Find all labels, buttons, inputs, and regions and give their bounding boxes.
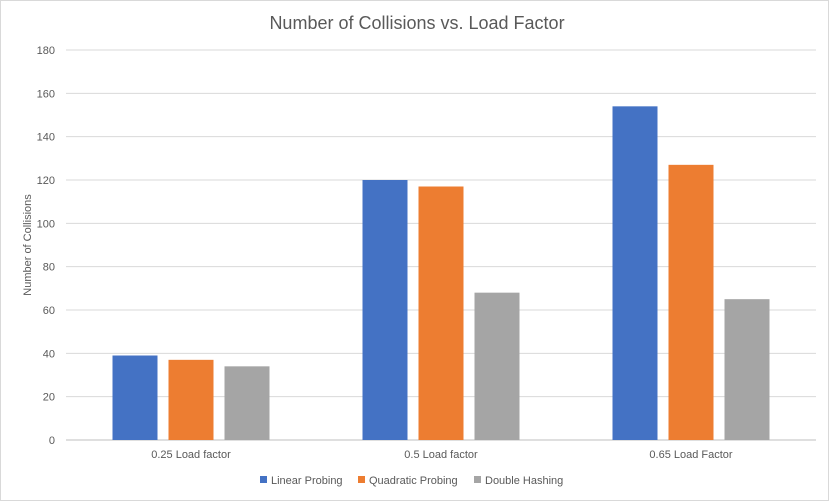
legend: Linear Probing Quadratic Probing Double Ha…	[260, 475, 563, 487]
y-tick-label: 140	[37, 132, 55, 144]
bar-linear-probing	[612, 106, 658, 440]
y-tick-label: 100	[37, 218, 55, 230]
y-tick-label: 20	[43, 392, 55, 404]
bar-double-hashing	[474, 292, 520, 440]
bar-quadratic-probing	[668, 164, 714, 441]
y-tick-label: 160	[37, 88, 55, 100]
y-tick-label: 80	[43, 262, 55, 274]
bar-double-hashing	[724, 299, 770, 440]
bar-linear-probing	[112, 355, 158, 440]
legend-label: Linear Probing	[271, 475, 343, 487]
y-tick-label: 40	[43, 348, 55, 360]
y-tick-label: 120	[37, 175, 55, 187]
bar-quadratic-probing	[168, 359, 214, 440]
legend-swatch	[474, 476, 481, 483]
x-category-label: 0.65 Load Factor	[649, 449, 733, 461]
chart-title: Number of Collisions vs. Load Factor	[269, 13, 564, 33]
y-axis-title: Number of Collisions	[22, 194, 34, 296]
x-category-label: 0.5 Load factor	[404, 449, 478, 461]
legend-swatch	[358, 476, 365, 483]
legend-label: Double Hashing	[485, 475, 563, 487]
legend-label: Quadratic Probing	[369, 475, 458, 487]
bar-double-hashing	[224, 366, 270, 440]
y-axis-ticks: 0 20 40 60 80 100 120 140 160 180	[37, 45, 55, 447]
x-axis-categories: 0.25 Load factor 0.5 Load factor 0.65 Load…	[151, 449, 733, 461]
bar-linear-probing	[362, 180, 408, 440]
y-tick-label: 0	[49, 435, 55, 447]
legend-swatch	[260, 476, 267, 483]
bar-quadratic-probing	[418, 186, 464, 440]
bars	[112, 106, 770, 441]
x-category-label: 0.25 Load factor	[151, 449, 231, 461]
y-tick-label: 60	[43, 305, 55, 317]
y-tick-label: 180	[37, 45, 55, 57]
